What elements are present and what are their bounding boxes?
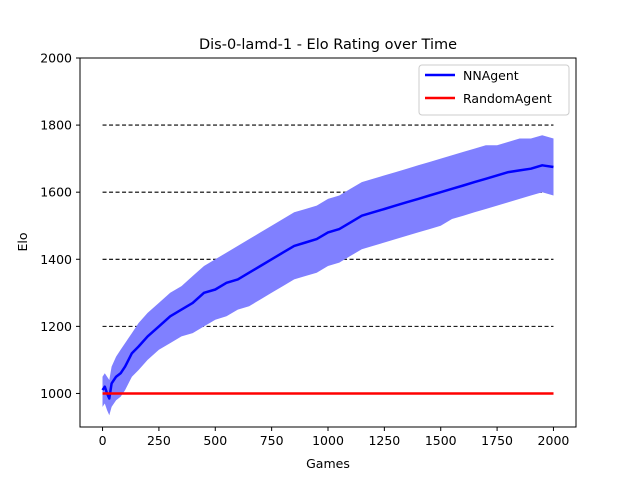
legend-box [418,64,570,116]
nnagent-confidence-band [102,135,554,416]
nnagent-line [101,164,554,400]
series-layer [101,135,554,416]
x-tick-label: 2000 [538,433,570,448]
x-tick-label: 1500 [425,433,457,448]
chart-title: Dis-0-lamd-1 - Elo Rating over Time [199,37,457,53]
y-tick-label: 1400 [40,252,72,267]
y-axis-label: Elo [15,232,30,251]
x-tick-label: 0 [99,433,107,448]
y-tick-label: 1000 [40,386,72,401]
legend-label-randomagent: RandomAgent [463,91,552,106]
x-axis-label: Games [306,456,350,471]
y-tick-label: 1600 [40,185,72,200]
legend-label-nnagent: NNAgent [463,68,519,83]
x-tick-label: 500 [203,433,227,448]
x-axis: 0 250 500 750 1000 1250 1500 1750 2000 [99,427,570,448]
x-tick-label: 750 [260,433,284,448]
y-tick-label: 1800 [40,118,72,133]
x-tick-label: 250 [147,433,171,448]
y-tick-label: 2000 [40,51,72,66]
x-tick-label: 1250 [368,433,400,448]
legend: NNAgent RandomAgent [418,64,570,116]
x-tick-label: 1000 [312,433,344,448]
y-tick-label: 1200 [40,319,72,334]
x-tick-label: 1750 [481,433,513,448]
y-axis: 1000 1200 1400 1600 1800 2000 [40,51,80,401]
